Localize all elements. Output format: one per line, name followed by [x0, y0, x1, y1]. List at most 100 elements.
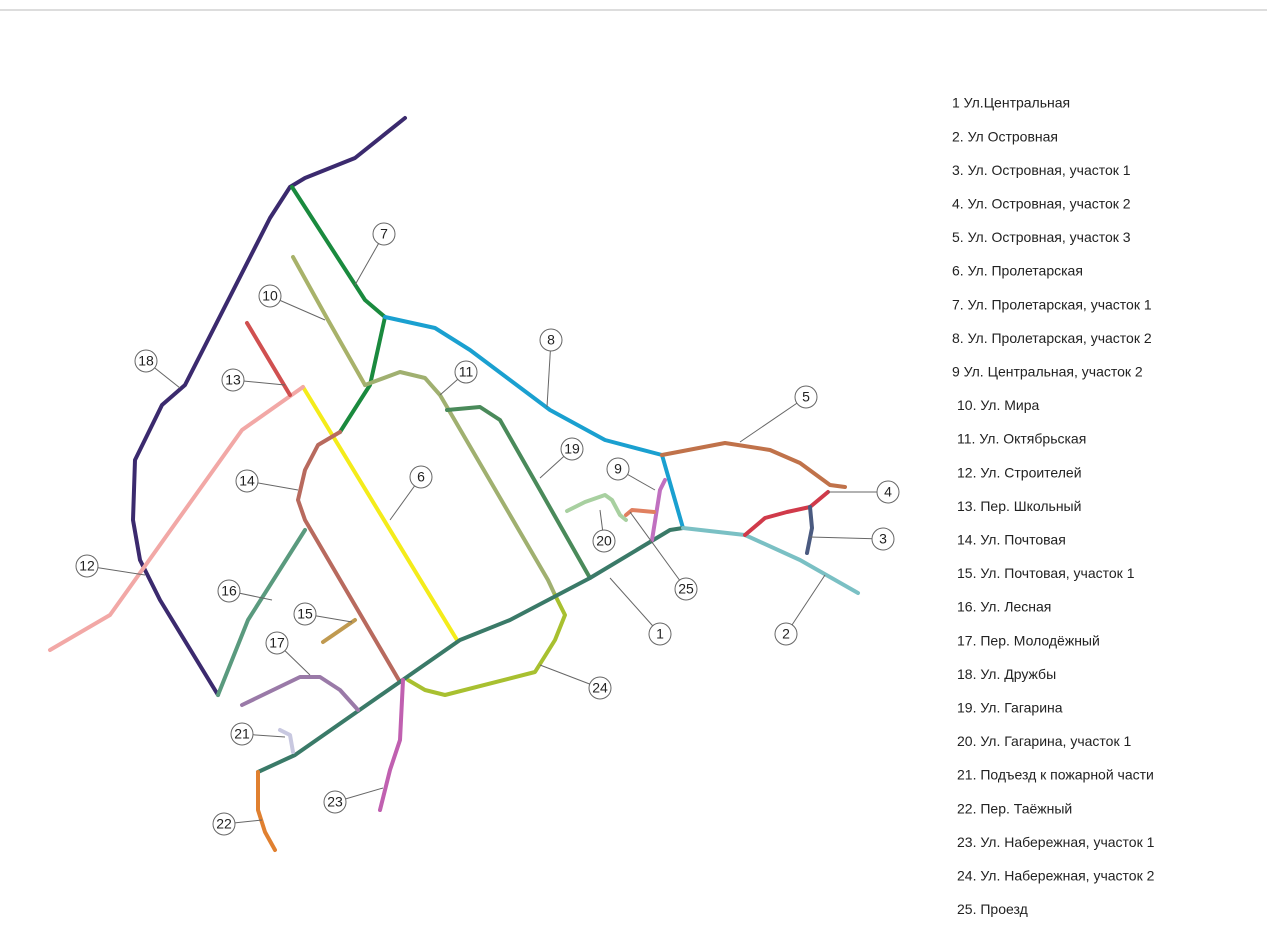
street-number: 19 [564, 441, 580, 457]
road [245, 321, 292, 397]
road [301, 385, 459, 642]
leader-line [739, 396, 807, 443]
street-number: 14 [239, 473, 255, 489]
street-number: 15 [297, 606, 313, 622]
label-circle [230, 722, 254, 746]
legend-entry: 24. Ул. Набережная, участок 2 [957, 868, 1155, 884]
legend-entry: 21. Подъезд к пожарной части [957, 767, 1154, 783]
legend-entry: 22. Пер. Таёжный [957, 800, 1072, 816]
street-number: 13 [225, 372, 241, 388]
label-circle [794, 385, 818, 409]
label-circle [588, 676, 612, 700]
street-number: 17 [269, 635, 285, 651]
label-circle [323, 790, 347, 814]
label-circle [212, 812, 236, 836]
street-number: 11 [459, 364, 474, 380]
road [256, 526, 685, 774]
road [624, 508, 656, 517]
label-circle [592, 529, 616, 553]
legend-entry: 5. Ул. Островная, участок 3 [952, 229, 1131, 245]
road [383, 315, 685, 530]
street-number: 8 [547, 332, 555, 348]
label-circle [560, 437, 584, 461]
road [131, 116, 407, 697]
label-circle [648, 622, 672, 646]
street-number: 4 [884, 484, 892, 500]
legend-entry: 10. Ул. Мира [957, 397, 1040, 413]
legend-entry: 15. Ул. Почтовая, участок 1 [957, 565, 1135, 581]
legend-entry: 14. Ул. Почтовая [957, 532, 1066, 548]
label-circle [217, 579, 241, 603]
legend-entry: 25. Проезд [957, 901, 1028, 917]
road [240, 675, 360, 712]
legend-entry: 8. Ул. Пролетарская, участок 2 [952, 330, 1152, 346]
street-number: 9 [614, 461, 622, 477]
label-circle [876, 480, 900, 504]
road [406, 593, 567, 697]
road [48, 385, 305, 652]
street-number: 3 [879, 531, 887, 547]
label-circle [674, 577, 698, 601]
label-circle [871, 527, 895, 551]
legend-entry: 1 Ул.Центральная [952, 95, 1070, 111]
street-number: 10 [262, 288, 278, 304]
leader-line [785, 574, 826, 635]
label-circle [265, 631, 289, 655]
street-number: 23 [327, 794, 343, 810]
legend-entry: 16. Ул. Лесная [957, 599, 1051, 615]
label-circle [235, 469, 259, 493]
legend-entry: 23. Ул. Набережная, участок 1 [957, 834, 1155, 850]
road [805, 505, 814, 555]
street-number: 20 [596, 533, 612, 549]
legend-entry: 4. Ул. Островная, участок 2 [952, 196, 1131, 212]
label-circle [606, 457, 630, 481]
road [216, 528, 307, 697]
label-circle [258, 284, 282, 308]
street-number: 25 [678, 581, 694, 597]
road [650, 478, 667, 542]
label-circle [454, 360, 478, 384]
street-number: 16 [221, 583, 237, 599]
legend-entry: 19. Ул. Гагарина [957, 700, 1063, 716]
label-circle [75, 554, 99, 578]
label-circle [293, 602, 317, 626]
legend-entry: 17. Пер. Молодёжный [957, 632, 1100, 648]
legend-entry: 20. Ул. Гагарина, участок 1 [957, 733, 1131, 749]
legend-entry: 3. Ул. Островная, участок 1 [952, 162, 1131, 178]
legend-entry: 6. Ул. Пролетарская [952, 263, 1083, 279]
road [321, 618, 357, 644]
legend-entry: 13. Пер. Школьный [957, 498, 1081, 514]
street-number: 22 [216, 816, 232, 832]
label-circle [409, 465, 433, 489]
label-circle [372, 222, 396, 246]
road [445, 405, 592, 580]
label-circle [221, 368, 245, 392]
legend-entry: 7. Ул. Пролетарская, участок 1 [952, 296, 1152, 312]
road [296, 430, 402, 684]
label-circle [539, 328, 563, 352]
road [743, 490, 830, 537]
street-number: 21 [234, 726, 250, 742]
road [378, 678, 405, 812]
legend-entry: 9 Ул. Центральная, участок 2 [952, 364, 1143, 380]
roads [48, 116, 860, 852]
road [256, 770, 277, 852]
street-number: 18 [138, 353, 154, 369]
street-number: 7 [380, 226, 388, 242]
road [278, 728, 295, 754]
street-number: 24 [592, 680, 608, 696]
road [291, 255, 367, 387]
street-number: 1 [656, 626, 664, 642]
road [681, 526, 860, 595]
label-circle [774, 622, 798, 646]
label-circle [134, 349, 158, 373]
street-number: 6 [417, 469, 425, 485]
legend-entry: 12. Ул. Строителей [957, 464, 1082, 480]
street-number: 12 [79, 558, 95, 574]
street-number: 2 [782, 626, 790, 642]
leader-line [629, 511, 687, 590]
leader-line [609, 577, 661, 635]
legend-entry: 2. Ул Островная [952, 128, 1058, 144]
street-number: 5 [802, 389, 810, 405]
